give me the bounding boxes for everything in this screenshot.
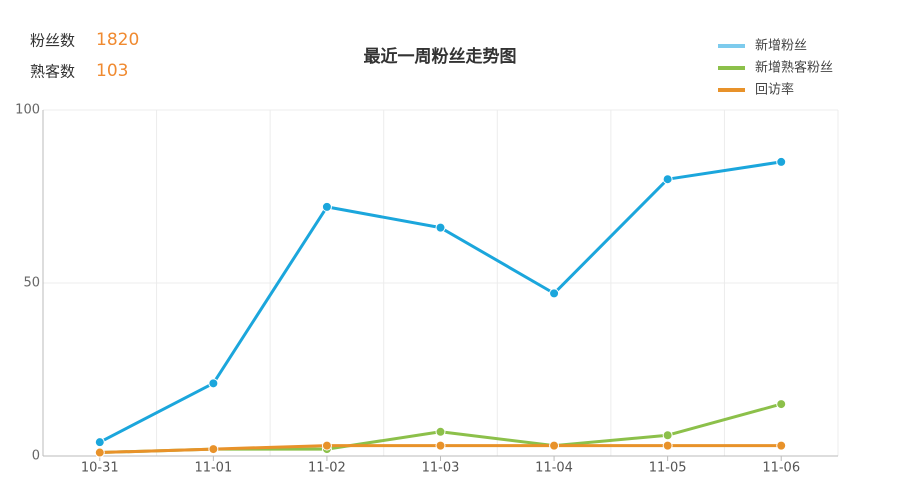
y-tick-label: 0 <box>32 449 40 464</box>
point <box>94 447 105 458</box>
chart-title: 最近一周粉丝走势图 <box>364 46 517 67</box>
point <box>776 156 787 167</box>
stat-value: 1820 <box>96 30 139 50</box>
x-tick-label: 11-04 <box>535 461 573 476</box>
stat-label: 熟客数 <box>30 63 75 81</box>
point <box>435 440 446 451</box>
point <box>662 430 673 441</box>
legend-label: 新增熟客粉丝 <box>755 60 833 76</box>
point <box>776 399 787 410</box>
point <box>776 440 787 451</box>
x-tick-label: 11-06 <box>762 461 800 476</box>
point <box>549 440 560 451</box>
point <box>662 174 673 185</box>
point <box>662 440 673 451</box>
y-tick-label: 100 <box>15 103 40 118</box>
point <box>208 378 219 389</box>
point <box>435 222 446 233</box>
x-tick-label: 11-05 <box>649 461 687 476</box>
x-tick-label: 11-03 <box>422 461 460 476</box>
stat-label: 粉丝数 <box>30 32 75 50</box>
point <box>94 437 105 448</box>
x-tick-label: 11-02 <box>308 461 346 476</box>
x-tick-label: 10-31 <box>81 461 119 476</box>
y-tick-label: 50 <box>23 276 40 291</box>
point <box>321 440 332 451</box>
point <box>321 201 332 212</box>
stat-value: 103 <box>96 61 128 81</box>
point <box>208 444 219 455</box>
series-line <box>99 160 782 444</box>
legend-label: 回访率 <box>755 82 794 98</box>
point <box>435 426 446 437</box>
x-tick-label: 11-01 <box>194 461 232 476</box>
point <box>549 288 560 299</box>
legend-label: 新增粉丝 <box>755 38 807 54</box>
